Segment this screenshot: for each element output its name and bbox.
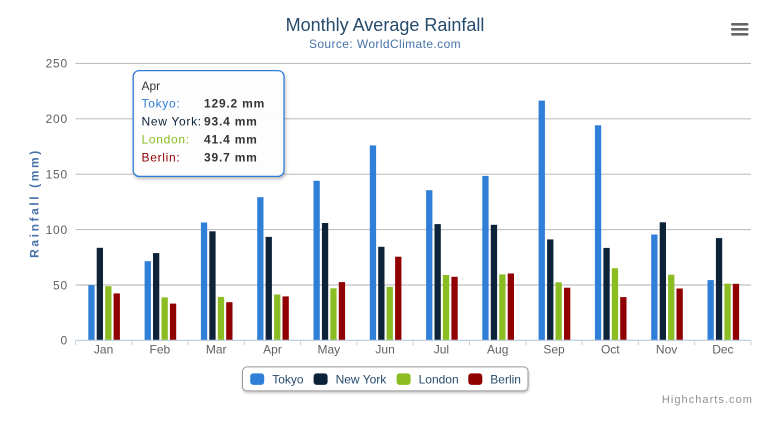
svg-text:250: 250 <box>46 57 68 71</box>
svg-text:New York: New York <box>336 373 388 387</box>
svg-text:100: 100 <box>46 223 68 237</box>
svg-text:Aug: Aug <box>487 343 508 357</box>
svg-text:Monthly Average Rainfall: Monthly Average Rainfall <box>286 15 485 35</box>
svg-text:Dec: Dec <box>712 343 733 357</box>
svg-text:41.4 mm: 41.4 mm <box>204 133 258 147</box>
svg-text:129.2 mm: 129.2 mm <box>204 97 265 111</box>
svg-text:Rainfall (mm): Rainfall (mm) <box>28 148 42 258</box>
svg-text:Feb: Feb <box>150 343 171 357</box>
svg-text:Mar: Mar <box>206 343 227 357</box>
svg-text:London: London <box>419 373 459 387</box>
svg-text:New York:: New York: <box>142 115 202 129</box>
svg-text:Oct: Oct <box>601 343 620 357</box>
svg-text:Apr: Apr <box>142 79 161 93</box>
svg-text:50: 50 <box>53 278 68 292</box>
svg-text:200: 200 <box>46 112 68 126</box>
svg-text:Highcharts.com: Highcharts.com <box>662 394 753 406</box>
svg-text:150: 150 <box>46 168 68 182</box>
svg-text:0: 0 <box>61 334 68 348</box>
svg-text:Nov: Nov <box>656 343 677 357</box>
svg-text:93.4 mm: 93.4 mm <box>204 115 258 129</box>
svg-text:Berlin: Berlin <box>490 373 521 387</box>
svg-text:Source: WorldClimate.com: Source: WorldClimate.com <box>309 37 461 51</box>
svg-text:Sep: Sep <box>543 343 565 357</box>
svg-text:London:: London: <box>142 133 190 147</box>
svg-text:Berlin:: Berlin: <box>142 151 181 165</box>
svg-text:Tokyo:: Tokyo: <box>142 97 181 111</box>
svg-text:Tokyo: Tokyo <box>272 373 304 387</box>
svg-text:Jun: Jun <box>375 343 394 357</box>
svg-text:39.7 mm: 39.7 mm <box>204 151 258 165</box>
svg-text:Apr: Apr <box>263 343 282 357</box>
svg-text:Jan: Jan <box>94 343 113 357</box>
svg-text:Jul: Jul <box>434 343 449 357</box>
svg-text:May: May <box>317 343 340 357</box>
